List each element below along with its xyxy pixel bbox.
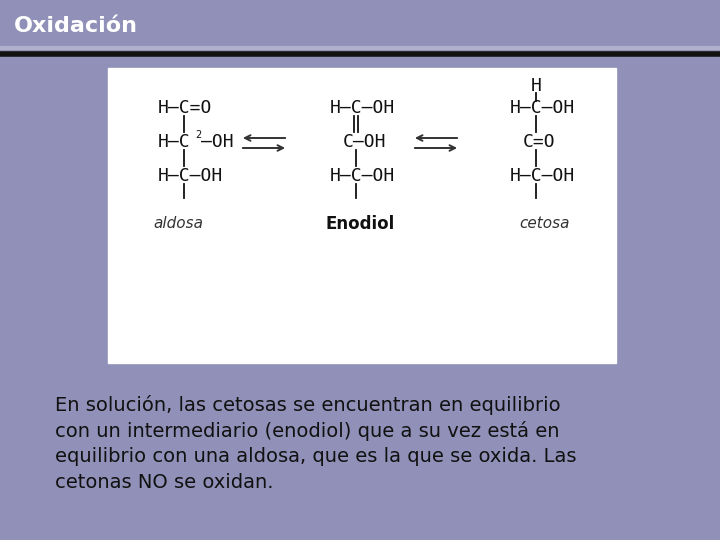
Text: H—C—OH: H—C—OH (330, 99, 395, 117)
Text: H—C=O: H—C=O (158, 99, 212, 117)
Text: H: H (531, 77, 541, 95)
Text: cetonas NO se oxidan.: cetonas NO se oxidan. (55, 473, 274, 492)
Text: H—C—OH: H—C—OH (330, 167, 395, 185)
Text: H—C: H—C (158, 133, 191, 151)
Text: H—C—OH: H—C—OH (158, 167, 223, 185)
Text: aldosa: aldosa (153, 217, 203, 232)
Text: H—C—OH: H—C—OH (510, 167, 575, 185)
Text: Oxidación: Oxidación (14, 16, 138, 36)
Text: H—C—OH: H—C—OH (510, 99, 575, 117)
Text: con un intermediario (enodiol) que a su vez está en: con un intermediario (enodiol) que a su … (55, 421, 559, 441)
Text: C=O: C=O (523, 133, 556, 151)
Text: Enodiol: Enodiol (325, 215, 395, 233)
Text: equilibrio con una aldosa, que es la que se oxida. Las: equilibrio con una aldosa, que es la que… (55, 447, 577, 466)
Text: —OH: —OH (201, 133, 233, 151)
Bar (108, 68, 616, 363)
Text: cetosa: cetosa (520, 217, 570, 232)
Text: 2: 2 (195, 130, 202, 140)
Text: En solución, las cetosas se encuentran en equilibrio: En solución, las cetosas se encuentran e… (55, 395, 561, 415)
Text: C—OH: C—OH (343, 133, 387, 151)
